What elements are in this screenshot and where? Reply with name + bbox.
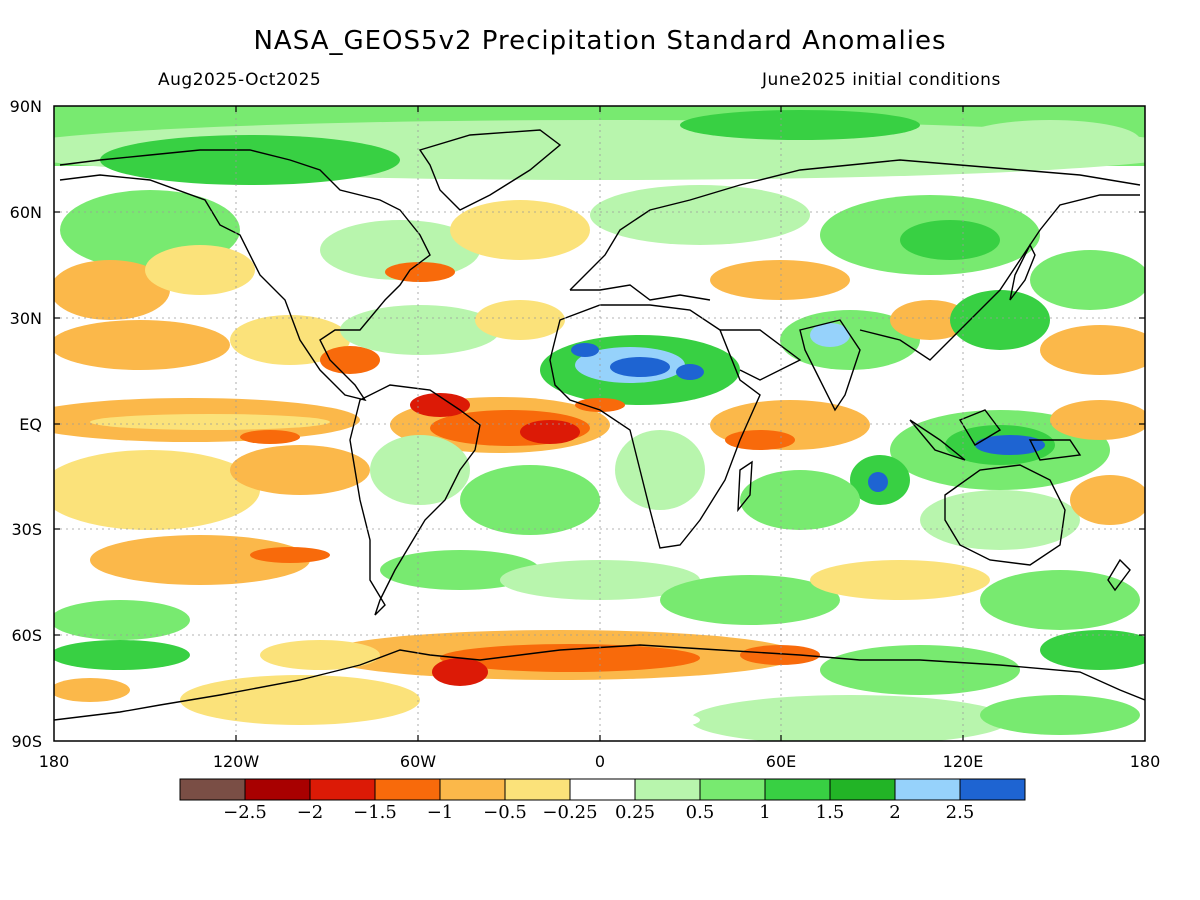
axis-ticks [54, 106, 1145, 741]
colorbar-label-9: 1.5 [816, 802, 845, 823]
colorbar-label-5: −0.25 [542, 802, 597, 823]
lon-label-60e: 60E [766, 752, 796, 771]
colorbar-label-11: 2.5 [946, 802, 975, 823]
colorbar-label-2: −1.5 [353, 802, 397, 823]
lat-label-90s: 90S [11, 732, 42, 751]
lat-label-30s: 30S [11, 520, 42, 539]
lat-label-60n: 60N [10, 203, 42, 222]
colorbar-label-10: 2 [889, 802, 900, 823]
colorbar-swatch-11 [894, 778, 961, 801]
colorbar-swatch-0 [179, 778, 246, 801]
colorbar-label-3: −1 [427, 802, 454, 823]
lon-label-120w: 120W [213, 752, 260, 771]
colorbar-swatch-3 [374, 778, 441, 801]
forecast-period: Aug2025-Oct2025 [158, 70, 322, 90]
map-title: NASA_GEOS5v2 Precipitation Standard Anom… [253, 26, 947, 56]
colorbar-label-0: −2.5 [223, 802, 267, 823]
colorbar-swatch-1 [244, 778, 311, 801]
lat-label-eq: EQ [19, 415, 42, 434]
colorbar-label-6: 0.25 [615, 802, 655, 823]
lon-label-180w: 180 [39, 752, 70, 771]
latitude-labels: 90N 60N 30N EQ 30S 60S 90S [10, 97, 42, 751]
longitude-labels: 180 120W 60W 0 60E 120E 180 [39, 752, 1161, 771]
colorbar-swatch-5 [504, 778, 571, 801]
colorbar-swatch-6 [569, 778, 636, 801]
gridlines [54, 106, 1145, 741]
coastlines [54, 129, 1145, 721]
lat-label-60s: 60S [11, 626, 42, 645]
colorbar-swatch-12 [959, 778, 1026, 801]
colorbar-swatch-10 [829, 778, 896, 801]
colorbar-swatch-4 [439, 778, 506, 801]
colorbar-label-4: −0.5 [483, 802, 527, 823]
colorbar-label-8: 1 [759, 802, 770, 823]
anomaly-field [54, 106, 1145, 741]
colorbar: −2.5 −2 −1.5 −1 −0.5 −0.25 0.25 0.5 1 1.5 2 2.5 [179, 778, 1026, 823]
lon-label-180e: 180 [1130, 752, 1161, 771]
lon-label-60w: 60W [400, 752, 436, 771]
colorbar-swatch-2 [309, 778, 376, 801]
lat-label-90n: 90N [10, 97, 42, 116]
lat-label-30n: 30N [10, 309, 42, 328]
initial-conditions: June2025 initial conditions [762, 70, 1001, 90]
colorbar-swatch-7 [634, 778, 701, 801]
colorbar-label-1: −2 [297, 802, 324, 823]
lon-label-0: 0 [595, 752, 605, 771]
colorbar-swatch-9 [764, 778, 831, 801]
colorbar-label-7: 0.5 [686, 802, 715, 823]
colorbar-swatch-8 [699, 778, 766, 801]
lon-label-120e: 120E [943, 752, 984, 771]
